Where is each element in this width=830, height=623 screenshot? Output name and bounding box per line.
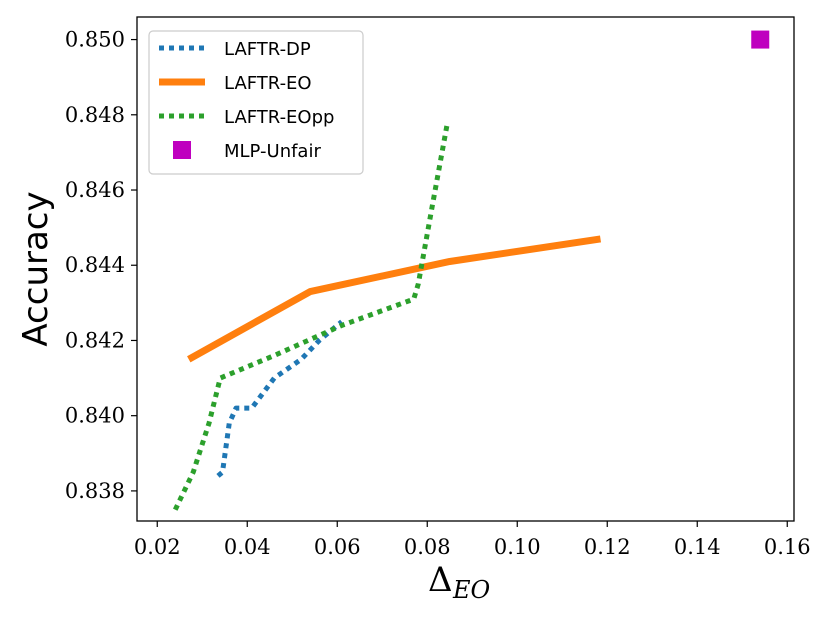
x-tick-label: 0.02: [134, 535, 181, 559]
y-tick-label: 0.838: [65, 479, 125, 503]
legend-swatch: [173, 141, 191, 159]
x-tick-label: 0.16: [764, 535, 811, 559]
x-tick-label: 0.06: [314, 535, 361, 559]
series-laftr-eopp-line: [172, 121, 450, 511]
y-tick-label: 0.842: [65, 328, 125, 352]
axes-frame: [136, 16, 795, 522]
legend-label: LAFTR-DP: [224, 39, 311, 60]
y-axis-ticks: 0.838 0.840 0.842 0.844 0.846 0.848 0.850: [65, 28, 137, 503]
legend-item-laftr-eo: LAFTR-EO: [159, 73, 312, 94]
x-tick-label: 0.08: [404, 535, 451, 559]
plot-lines: [172, 30, 770, 511]
legend: LAFTR-DP LAFTR-EO LAFTR-EOpp MLP-Unfair: [148, 30, 364, 175]
x-axis-label: Δ EO: [428, 560, 491, 604]
y-tick-label: 0.848: [65, 103, 125, 127]
x-tick-label: 0.10: [494, 535, 541, 559]
series-mlp-unfair-marker: [751, 30, 770, 49]
x-axis-ticks: 0.02 0.04 0.06 0.08 0.10 0.12 0.14 0.16: [134, 521, 811, 559]
legend-label: LAFTR-EOpp: [224, 107, 334, 128]
legend-label: LAFTR-EO: [224, 73, 312, 94]
series-laftr-eo-line: [187, 235, 602, 363]
svg-text:EO: EO: [452, 576, 491, 604]
y-tick-label: 0.846: [65, 178, 125, 202]
y-tick-label: 0.844: [65, 253, 125, 277]
legend-item-laftr-eopp: LAFTR-EOpp: [159, 107, 334, 128]
x-tick-label: 0.14: [674, 535, 721, 559]
y-axis-label: Accuracy: [16, 191, 56, 346]
series-laftr-dp-line: [216, 319, 344, 478]
legend-item-laftr-dp: LAFTR-DP: [159, 39, 311, 60]
legend-item-mlp-unfair: MLP-Unfair: [173, 141, 321, 162]
svg-text:Δ: Δ: [428, 560, 453, 600]
legend-frame: [148, 30, 364, 175]
y-tick-label: 0.850: [65, 28, 125, 52]
legend-label: MLP-Unfair: [224, 141, 321, 162]
x-tick-label: 0.12: [584, 535, 631, 559]
y-tick-label: 0.840: [65, 404, 125, 428]
x-tick-label: 0.04: [224, 535, 271, 559]
